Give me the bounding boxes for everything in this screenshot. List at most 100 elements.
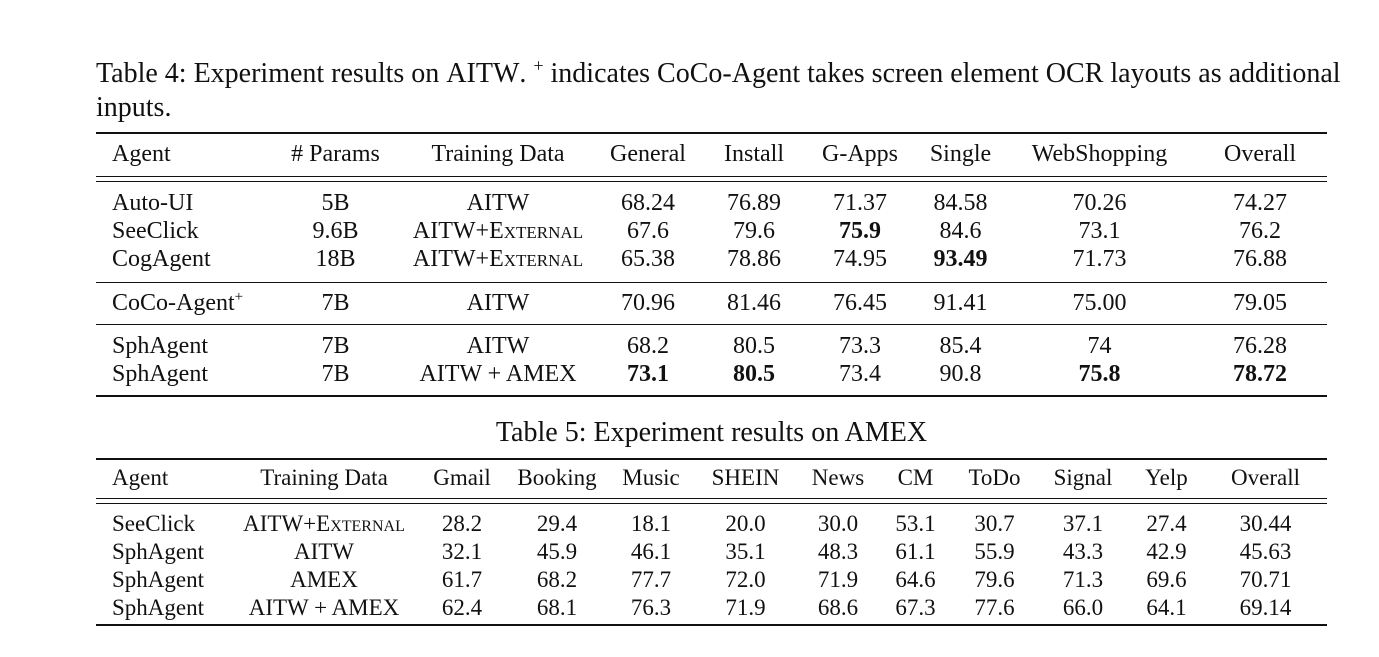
signal-cell: 71.3 <box>1062 567 1104 592</box>
booking-cell: 68.1 <box>536 595 578 620</box>
booking-cell: 45.9 <box>536 539 578 564</box>
table4-col-overall: Overall <box>1224 141 1296 167</box>
signal-cell: 66.0 <box>1062 595 1104 620</box>
agent-sup: + <box>234 289 244 305</box>
table-row: CoCo-Agent+ 7B AITW 70.96 81.46 76.45 91… <box>96 289 1327 317</box>
single-cell: 93.49 <box>933 246 988 272</box>
table5-col-news: News <box>811 465 865 490</box>
table4-group-3: SphAgent 7B AITW 68.2 80.5 73.3 85.4 74 … <box>96 332 1327 388</box>
agent-cell: Auto-UI <box>112 190 194 216</box>
table4-header-row: Agent # Params Training Data General Ins… <box>96 140 1327 168</box>
table4-col-training-data: Training Data <box>431 141 565 167</box>
overall-cell: 76.88 <box>1233 246 1287 272</box>
table5-body: SeeClick AITW+External 28.2 29.4 18.1 20… <box>96 510 1327 622</box>
overall-cell: 74.27 <box>1233 190 1287 216</box>
table5-col-shein: SHEIN <box>711 465 780 490</box>
todo-cell: 79.6 <box>974 567 1015 592</box>
yelp-cell: 27.4 <box>1146 511 1187 536</box>
table4-caption-text-a: Experiment results on <box>193 58 440 89</box>
table4-header-rule-2 <box>96 181 1327 182</box>
music-cell: 76.3 <box>630 595 672 620</box>
shein-cell: 35.1 <box>725 539 766 564</box>
table4-caption-dataset: AITW <box>446 58 520 89</box>
gmail-cell: 61.7 <box>441 567 483 592</box>
table5-col-signal: Signal <box>1053 465 1113 490</box>
webshopping-cell: 75.00 <box>1072 290 1127 316</box>
table4-caption-label: Table 4: <box>96 58 187 89</box>
single-cell: 84.6 <box>939 218 982 244</box>
general-cell: 65.38 <box>621 246 675 272</box>
gmail-cell: 28.2 <box>441 511 483 536</box>
training-data-cell: AITW+External <box>412 218 584 244</box>
training-data-cell: AITW + AMEX <box>419 361 577 387</box>
params-cell: 7B <box>321 333 350 359</box>
general-cell: 67.6 <box>627 218 669 244</box>
table4-caption-text-b: . <box>519 58 527 89</box>
webshopping-cell: 75.8 <box>1078 361 1121 387</box>
training-data-cell: AITW <box>466 190 530 216</box>
single-cell: 91.41 <box>933 290 988 316</box>
table5-col-cm: CM <box>897 465 934 490</box>
table4-top-rule <box>96 132 1327 134</box>
agent-cell: SphAgent <box>112 567 204 592</box>
single-cell: 90.8 <box>939 361 982 387</box>
todo-cell: 77.6 <box>974 595 1015 620</box>
table5-col-gmail: Gmail <box>433 465 491 490</box>
cm-cell: 61.1 <box>895 539 936 564</box>
webshopping-cell: 74 <box>1087 333 1112 359</box>
table4-col-webshopping: WebShopping <box>1031 141 1168 167</box>
overall-cell: 76.2 <box>1239 218 1281 244</box>
signal-cell: 37.1 <box>1062 511 1104 536</box>
agent-cell: SphAgent <box>112 539 204 564</box>
table4-header: Agent # Params Training Data General Ins… <box>96 140 1327 168</box>
gapps-cell: 75.9 <box>839 218 881 244</box>
general-cell: 73.1 <box>627 361 669 387</box>
params-cell: 7B <box>321 361 350 387</box>
training-data-cell: AITW <box>466 333 530 359</box>
gapps-cell: 76.45 <box>833 290 887 316</box>
general-cell: 70.96 <box>621 290 675 316</box>
install-cell: 80.5 <box>733 333 775 359</box>
table4-col-params: # Params <box>291 141 380 167</box>
install-cell: 80.5 <box>733 361 775 387</box>
table4-group-rule-2 <box>96 324 1327 325</box>
overall-cell: 78.72 <box>1233 361 1287 387</box>
todo-cell: 30.7 <box>974 511 1015 536</box>
table-row: SphAgent AITW 32.1 45.9 46.1 35.1 48.3 6… <box>96 538 1327 566</box>
table-row: SphAgent AITW + AMEX 62.4 68.1 76.3 71.9… <box>96 594 1327 622</box>
overall-cell: 76.28 <box>1233 333 1287 359</box>
table5-col-overall: Overall <box>1231 465 1300 490</box>
agent-cell: CoCo-Agent+ <box>96 289 268 317</box>
training-data-cell: AMEX <box>290 567 358 592</box>
music-cell: 46.1 <box>630 539 672 564</box>
todo-cell: 55.9 <box>974 539 1015 564</box>
news-cell: 30.0 <box>817 511 859 536</box>
table-row: CogAgent 18B AITW+External 65.38 78.86 7… <box>96 245 1327 273</box>
overall-cell: 69.14 <box>1239 595 1292 620</box>
table4-col-general: General <box>610 141 686 167</box>
table-row: Auto-UI 5B AITW 68.24 76.89 71.37 84.58 … <box>96 189 1327 217</box>
yelp-cell: 42.9 <box>1146 539 1187 564</box>
install-cell: 78.86 <box>727 246 781 272</box>
general-cell: 68.24 <box>621 190 675 216</box>
table5-col-todo: ToDo <box>968 465 1021 490</box>
params-cell: 18B <box>315 246 356 272</box>
table5-col-booking: Booking <box>517 465 597 490</box>
overall-cell: 79.05 <box>1233 290 1287 316</box>
table5-col-training-data: Training Data <box>260 465 388 490</box>
training-data-cell: AITW+External <box>243 511 405 536</box>
install-cell: 79.6 <box>733 218 775 244</box>
yelp-cell: 69.6 <box>1146 567 1187 592</box>
agent-cell: SphAgent <box>112 595 204 620</box>
training-data-cell: AITW <box>293 539 355 564</box>
table4-col-single: Single <box>929 141 992 167</box>
agent-cell: SphAgent <box>112 361 208 387</box>
table5-col-yelp: Yelp <box>1145 465 1188 490</box>
general-cell: 68.2 <box>627 333 669 359</box>
table-row: SphAgent 7B AITW + AMEX 73.1 80.5 73.4 9… <box>96 360 1327 388</box>
music-cell: 18.1 <box>630 511 672 536</box>
agent-cell: SeeClick <box>112 511 196 536</box>
gmail-cell: 62.4 <box>441 595 483 620</box>
table5-col-music: Music <box>622 465 680 490</box>
cm-cell: 64.6 <box>895 567 936 592</box>
